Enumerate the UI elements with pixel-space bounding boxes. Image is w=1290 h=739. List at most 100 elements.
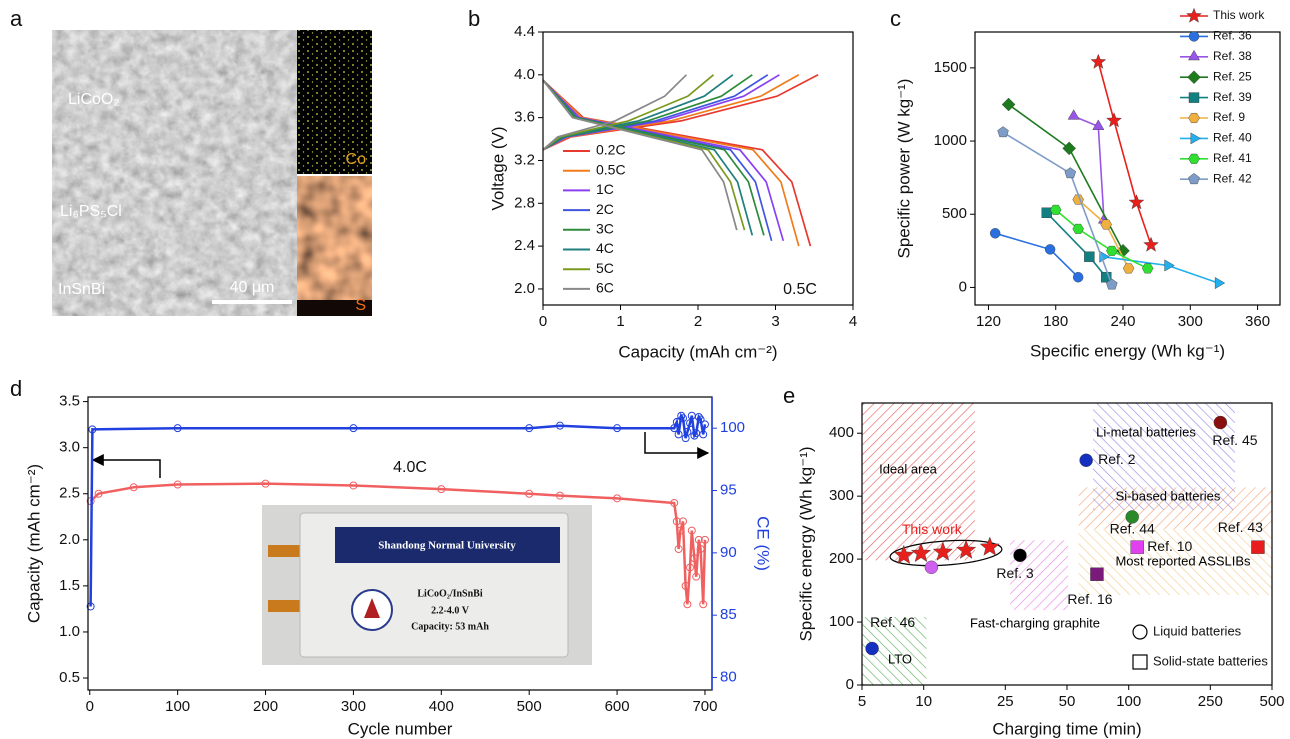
region-label: Fast-charging graphite [970, 615, 1100, 630]
x-tick-label: 180 [1043, 313, 1068, 330]
marker [1214, 277, 1226, 290]
legend-label: 1C [596, 181, 614, 197]
marker [1128, 194, 1145, 210]
marker [1125, 510, 1139, 524]
banner [335, 527, 560, 563]
y-tick-label: 1.0 [59, 623, 80, 640]
y-axis-title: Capacity (mAh cm⁻²) [24, 464, 43, 623]
y-tick-label: 3.6 [514, 109, 535, 126]
legend-symbol [1132, 654, 1148, 670]
y-tick-label: 2.8 [514, 194, 535, 211]
y-axis-title: Specific energy (Wh kg⁻¹) [796, 446, 815, 641]
marker [672, 517, 681, 526]
layer-label: InSnBi [58, 281, 105, 298]
marker [1141, 263, 1154, 274]
marker [1100, 271, 1112, 283]
marker [699, 430, 708, 439]
battery-photo: Shandong Normal University LiCoO₂/InSnBi… [262, 505, 592, 665]
marker [699, 600, 708, 609]
marker [173, 424, 182, 433]
data-line [994, 232, 1079, 278]
marker [694, 535, 703, 544]
legend-label: Solid-state batteries [1153, 653, 1268, 668]
marker [692, 572, 701, 581]
point-label: Ref. 10 [1147, 538, 1192, 554]
legend-symbol [1132, 624, 1148, 640]
y-tick-label: 2.0 [59, 531, 80, 548]
marker [955, 539, 977, 559]
x-tick-label: 500 [1259, 693, 1284, 710]
legend-label: 5C [596, 260, 614, 276]
y-axis-title: Specific power (W kg⁻¹) [894, 79, 913, 259]
co-map [297, 30, 372, 174]
panel-label: b [468, 6, 480, 31]
map-label: Co [346, 151, 367, 168]
marker [1064, 167, 1077, 179]
y-tick-label: 1500 [934, 59, 967, 76]
y-tick-label: 500 [942, 205, 967, 222]
photo-text: 2.2-4.0 V [431, 605, 470, 616]
marker [613, 494, 622, 503]
marker [686, 563, 695, 572]
y2-tick-label: 90 [720, 544, 737, 561]
marker [129, 483, 138, 492]
y-tick-label: 100 [829, 613, 854, 630]
marker [1188, 92, 1200, 103]
legend-label: 3C [596, 221, 614, 237]
marker [1188, 31, 1200, 42]
marker [261, 479, 270, 488]
x-tick-label: 1 [616, 313, 624, 330]
marker [1188, 112, 1200, 124]
marker [674, 545, 683, 554]
y-tick-label: 2.4 [514, 237, 535, 254]
x-tick-label: 240 [1110, 313, 1135, 330]
y2-tick-label: 80 [720, 669, 737, 686]
marker [1062, 141, 1076, 156]
marker [893, 544, 914, 564]
highlight-ellipse [889, 539, 1003, 567]
marker [690, 554, 699, 563]
point-label: Ref. 44 [1110, 521, 1155, 537]
x-tick-label: 300 [341, 698, 366, 715]
x-axis-title: Specific energy (Wh kg⁻¹) [1030, 341, 1225, 360]
layer-label: LiCoO₂ [68, 91, 120, 108]
axis-arrow [644, 432, 710, 459]
marker [674, 430, 683, 439]
x-tick-label: 700 [692, 698, 717, 715]
marker [1116, 244, 1130, 258]
x-tick-label: 500 [517, 698, 542, 715]
y-tick-label: 0.5 [59, 669, 80, 686]
marker [1049, 204, 1062, 215]
marker [1251, 540, 1265, 554]
marker [696, 415, 705, 424]
legend-label: Ref. 42 [1213, 171, 1252, 185]
marker [1188, 49, 1200, 61]
y2-tick-label: 100 [720, 419, 745, 436]
x-axis-title: Charging time (min) [992, 719, 1141, 738]
region-label: Most reported ASSLIBs [1115, 553, 1251, 568]
logo-mark [364, 598, 380, 618]
marker [989, 228, 1001, 239]
region-label: LTO [888, 651, 912, 666]
marker [932, 541, 953, 561]
legend-label: 0.2C [596, 142, 626, 158]
marker [910, 542, 932, 563]
y-tick-label: 1000 [934, 132, 967, 149]
x-tick-label: 360 [1245, 313, 1270, 330]
marker [681, 581, 690, 590]
marker [683, 600, 692, 609]
y-tick-label: 0 [959, 278, 967, 295]
y2-axis-title: CE (%) [754, 516, 773, 571]
point-label: Ref. 45 [1212, 432, 1257, 448]
marker [86, 602, 95, 611]
marker [686, 419, 695, 428]
marker [1188, 173, 1200, 185]
marker [1090, 53, 1107, 69]
legend-label: Liquid batteries [1153, 623, 1242, 638]
legend-label: Ref. 38 [1213, 49, 1252, 63]
marker [1187, 70, 1201, 84]
panel-label: d [10, 376, 22, 401]
scale-label: 40 μm [230, 279, 275, 296]
banner-text: Shandong Normal University [378, 540, 516, 552]
marker [1106, 278, 1118, 290]
